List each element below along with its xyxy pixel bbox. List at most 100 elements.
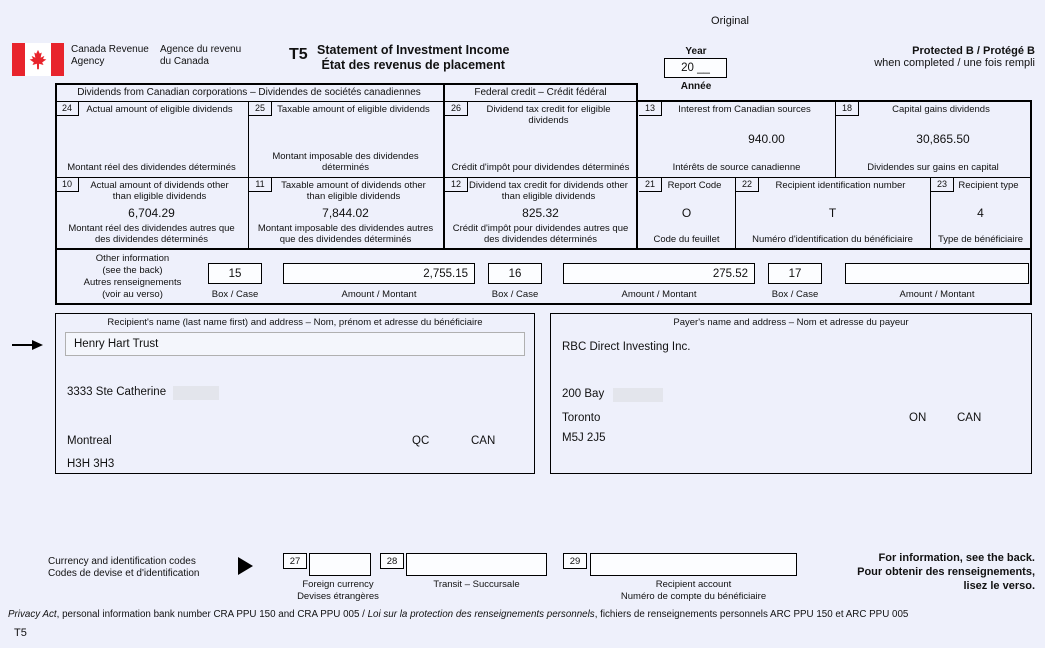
box-23-label-en: Recipient type: [958, 180, 1019, 191]
other-info-label: Other information (see the back) Autres …: [83, 253, 182, 300]
border-line: [55, 177, 1032, 178]
box-13-number: 13: [639, 102, 662, 116]
protected-notice: Protected B / Protégé B when completed /…: [735, 45, 1035, 69]
border-line: [55, 83, 57, 305]
box-12-number: 12: [445, 178, 468, 192]
recipient-name-field[interactable]: Henry Hart Trust: [65, 332, 525, 356]
box-25-label-fr: Montant imposable des dividendes détermi…: [272, 151, 419, 173]
year-label-fr: Année: [680, 81, 712, 92]
box-10-value: 6,704.29: [128, 205, 175, 220]
box-12-cell: 12 Dividend tax credit for dividends oth…: [445, 178, 636, 248]
payer-country: CAN: [957, 412, 982, 424]
box-18-number: 18: [836, 102, 859, 116]
recipient-account-caption-fr: Numéro de compte du bénéficiaire: [620, 591, 767, 602]
recipient-province: QC: [412, 435, 430, 447]
box-24-cell: 24 Actual amount of eligible dividends M…: [56, 102, 247, 176]
privacy-act-notice: Privacy Act, personal information bank n…: [8, 609, 909, 620]
border-line: [55, 303, 1032, 305]
box-case-label-3: Box / Case: [771, 289, 819, 300]
box-13-label-en: Interest from Canadian sources: [678, 104, 811, 115]
box-10-label-fr: Montant réel des dividendes autres que d…: [68, 223, 235, 245]
box-21-cell: 21 Report Code O Code du feuillet: [639, 178, 734, 248]
box-10-number: 10: [56, 178, 79, 192]
border-line: [735, 177, 736, 249]
other-info-amount-2[interactable]: 275.52: [563, 263, 755, 284]
box-18-label-en: Capital gains dividends: [892, 104, 990, 115]
redaction-patch: [613, 388, 663, 402]
other-info-box-code-3[interactable]: 17: [768, 263, 822, 284]
box-case-label-2: Box / Case: [491, 289, 539, 300]
box-12-label-en: Dividend tax credit for dividends other …: [469, 180, 628, 202]
payer-province: ON: [909, 412, 927, 424]
for-information-notice: For information, see the back. Pour obte…: [857, 552, 1035, 592]
agency-name-en: Canada Revenue Agency: [71, 44, 149, 67]
dividends-section-header: Dividends from Canadian corporations – D…: [77, 86, 421, 98]
recipient-address-line1: 3333 Ste Catherine: [67, 386, 167, 398]
box-13-label-fr: Intérêts de source canadienne: [672, 162, 801, 173]
border-line: [636, 83, 638, 250]
payer-city: Toronto: [562, 412, 601, 424]
recipient-country: CAN: [471, 435, 496, 447]
box-13-value: 940.00: [748, 131, 785, 146]
box-26-label-fr: Crédit d'impôt pour dividendes déterminé…: [451, 162, 630, 173]
box-21-label-en: Report Code: [667, 180, 722, 191]
box-22-label-fr: Numéro d'identification du bénéficiaire: [752, 234, 913, 245]
box-11-number: 11: [249, 178, 272, 192]
recipient-account-caption-en: Recipient account: [655, 579, 732, 590]
amount-label-3: Amount / Montant: [899, 289, 975, 300]
agency-name-fr: Agence du revenu du Canada: [160, 44, 242, 67]
recipient-account-field[interactable]: [590, 553, 797, 576]
box-25-cell: 25 Taxable amount of eligible dividends …: [249, 102, 442, 176]
box-26-cell: 26 Dividend tax credit for eligible divi…: [445, 102, 636, 176]
pointer-triangle-icon: [238, 557, 253, 575]
box-27-number: 27: [283, 553, 307, 569]
box-11-label-en: Taxable amount of dividends other than e…: [281, 180, 426, 202]
form-title-en: Statement of Investment Income: [317, 43, 510, 57]
recipient-city: Montreal: [67, 435, 112, 447]
redaction-patch: [173, 386, 219, 400]
box-23-value: 4: [977, 205, 984, 220]
currency-codes-label: Currency and identification codes Codes …: [48, 556, 200, 579]
transit-field[interactable]: [406, 553, 547, 576]
recipient-pointer-arrow-icon: [12, 340, 43, 350]
box-12-label-fr: Crédit d'impôt pour dividendes autres qu…: [452, 223, 629, 245]
form-title-fr: État des revenus de placement: [321, 58, 505, 72]
other-info-amount-3[interactable]: [845, 263, 1029, 284]
box-10-cell: 10 Actual amount of dividends other than…: [56, 178, 247, 248]
recipient-postal-code: H3H 3H3: [67, 458, 115, 470]
border-line: [55, 83, 638, 85]
box-25-number: 25: [249, 102, 272, 116]
box-22-label-en: Recipient identification number: [775, 180, 906, 191]
box-23-cell: 23 Recipient type 4 Type de bénéficiaire: [931, 178, 1030, 248]
box-21-label-fr: Code du feuillet: [653, 234, 720, 245]
box-21-number: 21: [639, 178, 662, 192]
year-field[interactable]: 20 __: [664, 58, 727, 78]
copy-type-label: Original: [711, 15, 749, 27]
other-info-box-code-2[interactable]: 16: [488, 263, 542, 284]
box-10-label-en: Actual amount of dividends other than el…: [90, 180, 229, 202]
box-18-label-fr: Dividendes sur gains en capital: [867, 162, 999, 173]
box-23-label-fr: Type de bénéficiaire: [937, 234, 1024, 245]
other-info-amount-1[interactable]: 2,755.15: [283, 263, 475, 284]
box-11-cell: 11 Taxable amount of dividends other tha…: [249, 178, 442, 248]
box-22-value: T: [828, 205, 837, 220]
protected-line2: when completed / une fois rempli: [874, 57, 1035, 69]
foreign-currency-field[interactable]: [309, 553, 371, 576]
canada-flag-icon: [12, 43, 64, 76]
box-18-value: 30,865.50: [916, 131, 970, 146]
federal-credit-section-header: Federal credit – Crédit fédéral: [474, 86, 607, 98]
border-line: [1030, 100, 1032, 305]
payer-postal-code: M5J 2J5: [562, 432, 606, 444]
amount-label-1: Amount / Montant: [341, 289, 417, 300]
box-11-label-fr: Montant imposable des dividendes autres …: [257, 223, 434, 245]
form-code: T5: [289, 46, 308, 63]
footer-form-code: T5: [14, 627, 27, 639]
foreign-currency-caption-fr: Devises étrangères: [297, 591, 379, 602]
box-26-number: 26: [445, 102, 468, 116]
box-case-label-1: Box / Case: [211, 289, 259, 300]
year-label-en: Year: [685, 46, 707, 57]
box-18-cell: 18 Capital gains dividends 30,865.50 Div…: [836, 102, 1030, 176]
box-12-value: 825.32: [522, 205, 559, 220]
box-28-number: 28: [380, 553, 404, 569]
other-info-box-code-1[interactable]: 15: [208, 263, 262, 284]
